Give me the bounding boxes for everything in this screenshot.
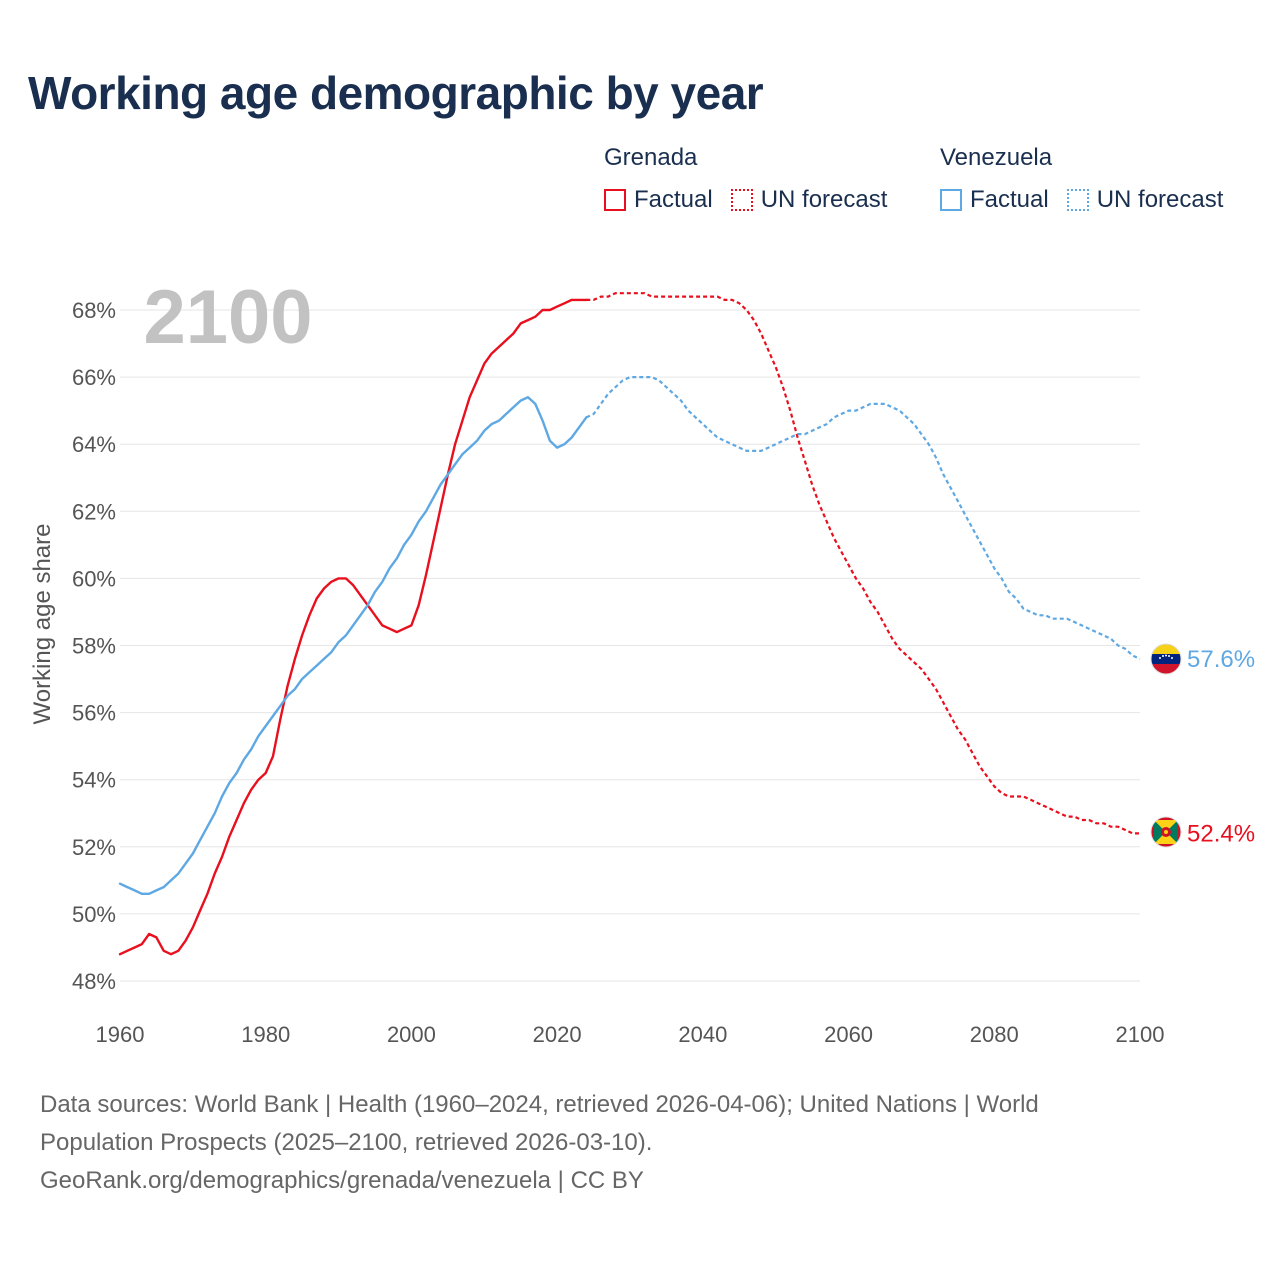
legend-label: Factual xyxy=(970,186,1049,213)
data-sources-line: Data sources: World Bank | Health (1960–… xyxy=(40,1091,1039,1118)
y-tick-label: 50% xyxy=(72,902,116,927)
x-tick-label: 2060 xyxy=(824,1022,873,1047)
y-tick-label: 48% xyxy=(72,969,116,994)
y-tick-label: 64% xyxy=(72,432,116,457)
legend-swatch-solid xyxy=(604,189,626,211)
series-line-venezuela-factual[interactable] xyxy=(118,396,588,895)
chart-title: Working age demographic by year xyxy=(28,67,764,119)
x-tick-label: 2040 xyxy=(678,1022,727,1047)
legend-group-venezuela: Venezuela Factual UN forecast xyxy=(940,144,1241,214)
legend-label: UN forecast xyxy=(1096,186,1224,213)
x-tick-label: 1960 xyxy=(96,1022,145,1047)
grenada-flag-icon xyxy=(1150,816,1182,848)
legend-item-venezuela-factual[interactable]: Factual xyxy=(940,186,1049,214)
chart-footer: Data sources: World Bank | Health (1960–… xyxy=(40,1086,1220,1200)
legend-item-grenada-factual[interactable]: Factual xyxy=(604,186,713,214)
legend-swatch-dotted xyxy=(1066,189,1089,211)
line-chart: 2100 48% 50% 52% 54% 56% 58% 60% 62% 64% 66% 68% 19… xyxy=(29,275,1255,1047)
series-line-venezuela-forecast[interactable] xyxy=(585,376,1141,660)
legend-label: UN forecast xyxy=(760,186,888,213)
legend-group-name: Venezuela xyxy=(940,144,1053,171)
x-tick-label: 1980 xyxy=(241,1022,290,1047)
year-watermark: 2100 xyxy=(143,275,312,360)
x-tick-label: 2020 xyxy=(533,1022,582,1047)
legend-swatch-solid xyxy=(940,189,962,211)
legend-group-name: Grenada xyxy=(604,144,698,171)
x-tick-label: 2080 xyxy=(970,1022,1019,1047)
y-tick-label: 60% xyxy=(72,566,116,591)
x-tick-label: 2000 xyxy=(387,1022,436,1047)
series-line-grenada-forecast[interactable] xyxy=(586,292,1140,835)
data-sources-line: Population Prospects (2025–2100, retriev… xyxy=(40,1129,653,1156)
source-link[interactable]: GeoRank.org/demographics/grenada/venezue… xyxy=(40,1167,644,1194)
y-tick-label: 52% xyxy=(72,835,116,860)
y-tick-label: 58% xyxy=(72,634,116,659)
end-value-label-grenada: 52.4% xyxy=(1187,820,1255,847)
y-tick-label: 54% xyxy=(72,768,116,793)
y-axis-label: Working age share xyxy=(29,524,56,725)
y-tick-label: 66% xyxy=(72,365,116,390)
legend-swatch-dotted xyxy=(730,189,753,211)
legend-item-venezuela-forecast[interactable]: UN forecast xyxy=(1066,186,1224,214)
end-value-label-venezuela: 57.6% xyxy=(1187,646,1255,673)
legend-label: Factual xyxy=(634,186,713,213)
venezuela-flag-icon xyxy=(1150,643,1182,675)
y-tick-label: 68% xyxy=(72,298,116,323)
y-tick-label: 62% xyxy=(72,499,116,524)
legend-group-grenada: Grenada Factual UN forecast xyxy=(604,144,905,214)
series-line-grenada-factual[interactable] xyxy=(118,298,588,956)
y-tick-label: 56% xyxy=(72,701,116,726)
x-tick-label: 2100 xyxy=(1116,1022,1165,1047)
legend-item-grenada-forecast[interactable]: UN forecast xyxy=(730,186,888,214)
